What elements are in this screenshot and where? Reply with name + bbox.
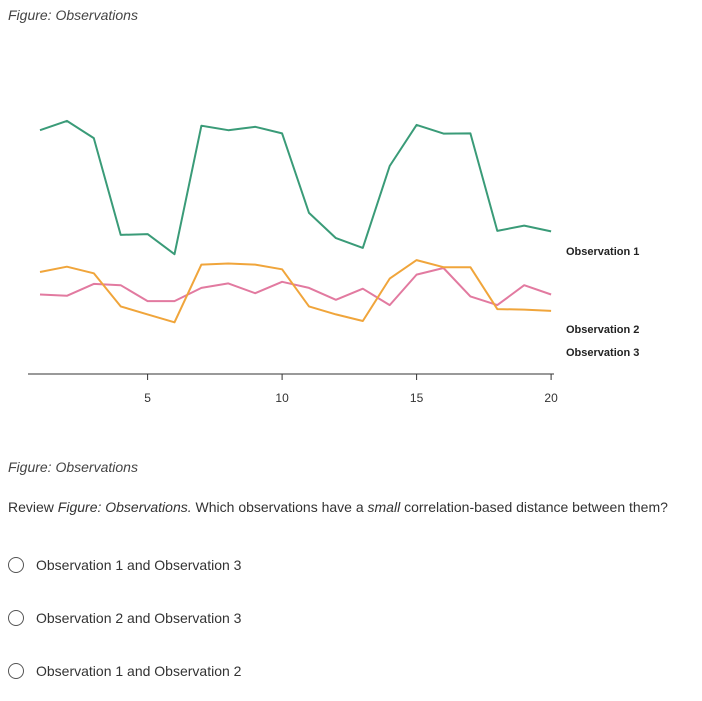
radio-button[interactable] (8, 610, 24, 626)
series-line-3 (39, 259, 552, 324)
series-label-3: Observation 3 (566, 347, 639, 359)
option-obs2-obs3[interactable]: Observation 2 and Observation 3 (8, 610, 241, 626)
option-obs1-obs3[interactable]: Observation 1 and Observation 3 (8, 557, 241, 573)
figure-caption-top: Figure: Observations (8, 7, 138, 23)
series-label-2: Observation 2 (566, 324, 639, 336)
x-tick-label: 20 (544, 391, 558, 405)
question-middle: Which observations have a (191, 499, 368, 515)
series-line-2 (39, 267, 552, 307)
series-labels: Observation 1 Observation 2 Observation 3 (566, 246, 639, 359)
series-lines (39, 119, 552, 324)
option-label: Observation 1 and Observation 3 (36, 557, 242, 573)
question-suffix: correlation-based distance between them? (400, 499, 668, 515)
option-label: Observation 1 and Observation 2 (36, 663, 242, 679)
option-label: Observation 2 and Observation 3 (36, 610, 242, 626)
option-obs1-obs2[interactable]: Observation 1 and Observation 2 (8, 663, 241, 679)
question-emphasis: small (367, 499, 401, 515)
x-tick-label: 10 (275, 391, 289, 405)
radio-button[interactable] (8, 663, 24, 679)
question-text: Review Figure: Observations. Which obser… (8, 499, 668, 515)
series-line-1 (39, 119, 552, 256)
figure-caption-bottom: Figure: Observations (8, 459, 138, 475)
x-tick-label: 5 (144, 391, 151, 405)
question-figure-ref: Figure: Observations. (57, 499, 192, 515)
radio-button[interactable] (8, 557, 24, 573)
x-tick-label: 15 (410, 391, 424, 405)
question-prefix: Review (8, 499, 58, 515)
x-axis-ticks: 5 10 15 20 (144, 374, 558, 405)
series-label-1: Observation 1 (566, 246, 639, 258)
